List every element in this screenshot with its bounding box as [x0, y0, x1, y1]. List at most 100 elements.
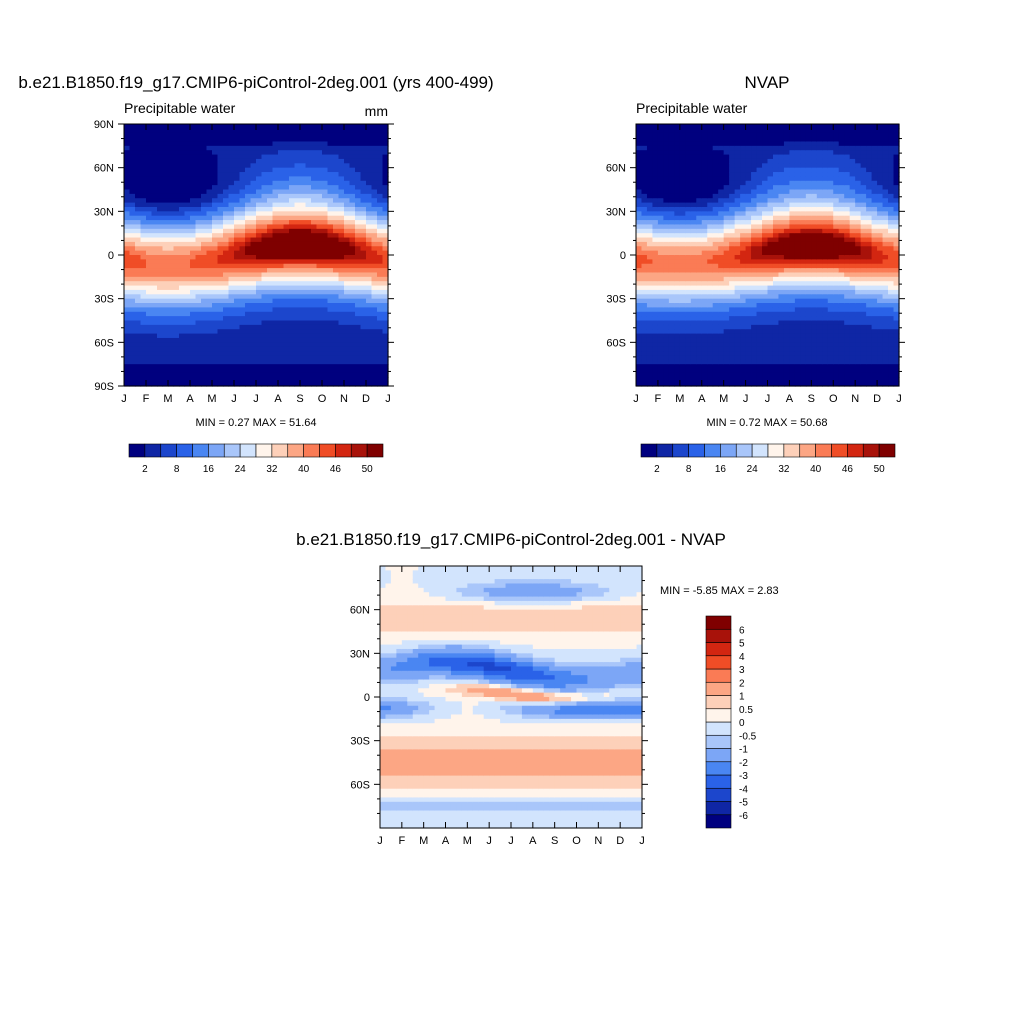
- contour-cell: [283, 259, 290, 265]
- contour-cell: [701, 272, 708, 278]
- contour-cell: [729, 307, 736, 313]
- contour-cell: [195, 237, 202, 243]
- contour-cell: [168, 281, 175, 287]
- contour-cell: [805, 185, 812, 191]
- contour-cell: [305, 324, 312, 330]
- contour-cell: [718, 198, 725, 204]
- contour-cell: [794, 381, 801, 387]
- contour-cell: [641, 316, 648, 322]
- contour-cell: [250, 211, 257, 217]
- contour-cell: [745, 285, 752, 291]
- contour-cell: [338, 316, 345, 322]
- contour-cell: [712, 311, 719, 317]
- contour-cell: [272, 307, 279, 313]
- contour-cell: [201, 263, 208, 269]
- contour-cell: [794, 141, 801, 147]
- contour-cell: [146, 206, 153, 212]
- contour-cell: [278, 250, 285, 256]
- contour-cell: [783, 263, 791, 269]
- contour-cell: [783, 346, 791, 352]
- contour-cell: [668, 368, 675, 374]
- contour-cell: [129, 176, 136, 182]
- contour-cell: [305, 141, 312, 147]
- contour-cell: [800, 281, 807, 287]
- contour-cell: [162, 233, 169, 239]
- contour-cell: [679, 377, 686, 383]
- contour-cell: [663, 342, 670, 348]
- contour-cell: [223, 324, 230, 330]
- contour-cell: [212, 276, 219, 282]
- contour-cell: [685, 259, 692, 265]
- contour-cell: [294, 150, 301, 156]
- contour-cell: [723, 316, 730, 322]
- contour-cell: [217, 137, 224, 143]
- contour-cell: [740, 372, 747, 378]
- contour-cell: [256, 346, 263, 352]
- contour-cell: [382, 246, 389, 252]
- contour-cell: [382, 329, 389, 335]
- contour-cell: [734, 263, 741, 269]
- contour-cell: [371, 285, 378, 291]
- contour-cell: [223, 137, 230, 143]
- colorbar-box: [271, 443, 289, 458]
- contour-cell: [289, 198, 296, 204]
- contour-cell: [800, 372, 807, 378]
- contour-cell: [146, 145, 153, 151]
- contour-cell: [256, 255, 263, 260]
- contour-cell: [146, 268, 153, 274]
- contour-cell: [701, 185, 708, 191]
- contour-cell: [707, 329, 714, 335]
- contour-cell: [805, 359, 812, 365]
- contour-cell: [690, 294, 697, 300]
- contour-cell: [718, 329, 725, 335]
- contour-cell: [338, 294, 345, 300]
- contour-cell: [333, 202, 340, 208]
- contour-cell: [322, 145, 329, 151]
- contour-cell: [344, 167, 351, 173]
- contour-cell: [778, 255, 785, 260]
- contour-cell: [261, 372, 268, 378]
- contour-cell: [190, 377, 197, 383]
- contour-cell: [146, 342, 153, 348]
- contour-cell: [162, 298, 169, 304]
- contour-cell: [811, 259, 818, 265]
- contour-cell: [734, 141, 741, 147]
- contour-cell: [162, 268, 169, 274]
- contour-cell: [663, 377, 670, 383]
- contour-cell: [355, 124, 362, 129]
- contour-cell: [767, 193, 774, 199]
- contour-cell: [811, 307, 818, 313]
- contour-cell: [794, 294, 801, 300]
- contour-cell: [723, 228, 730, 234]
- contour-cell: [162, 206, 169, 212]
- contour-cell: [636, 364, 643, 370]
- contour-cell: [789, 193, 796, 199]
- contour-cell: [718, 259, 725, 265]
- contour-cell: [327, 281, 334, 287]
- contour-cell: [646, 224, 654, 230]
- contour-cell: [805, 351, 812, 357]
- contour-cell: [641, 263, 648, 269]
- contour-cell: [767, 241, 774, 247]
- contour-cell: [228, 220, 235, 226]
- contour-cell: [382, 289, 389, 295]
- contour-cell: [124, 167, 131, 173]
- contour-cell: [338, 268, 345, 274]
- contour-cell: [256, 193, 263, 199]
- contour-cell: [146, 333, 153, 339]
- contour-cell: [217, 316, 224, 322]
- contour-cell: [311, 228, 318, 234]
- contour-cell: [228, 298, 235, 304]
- contour-cell: [767, 211, 774, 217]
- contour-cell: [811, 220, 818, 226]
- contour-cell: [377, 233, 384, 239]
- contour-cell: [267, 359, 274, 365]
- contour-cell: [239, 263, 246, 269]
- contour-cell: [300, 172, 307, 177]
- contour-cell: [151, 246, 158, 252]
- contour-cell: [245, 193, 252, 199]
- contour-cell: [800, 215, 807, 221]
- contour-cell: [679, 346, 686, 352]
- contour-cell: [151, 167, 158, 173]
- contour-cell: [636, 141, 643, 147]
